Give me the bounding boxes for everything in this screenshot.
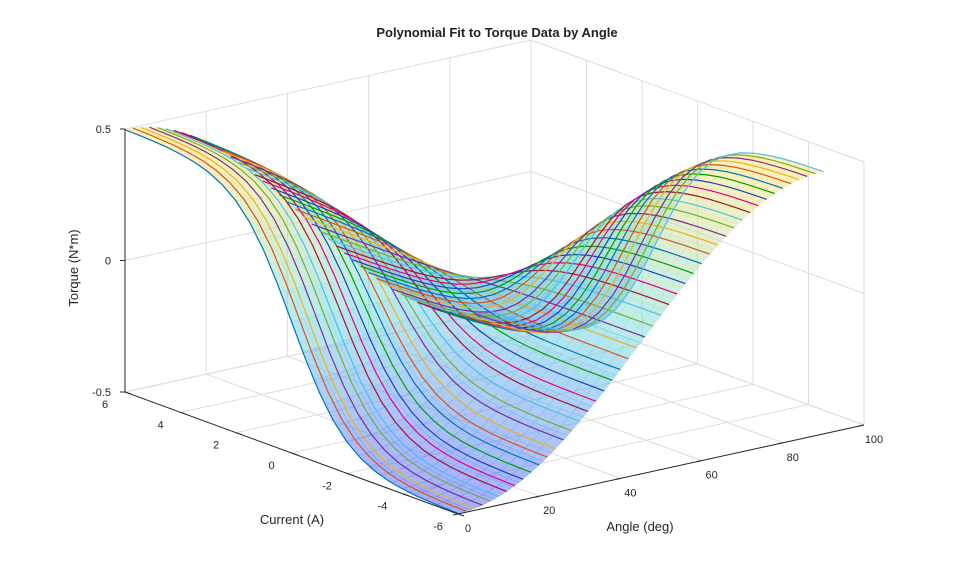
data-line [490,152,824,331]
data-line [482,154,816,333]
chart-title: Polynomial Fit to Torque Data by Angle [376,25,617,40]
y-tick-mark [457,513,465,517]
y-axis-label: Current (A) [260,512,324,527]
y-tick-mark [180,411,187,415]
y-tick-label: -2 [322,480,332,492]
data-lines-layer [124,126,824,514]
data-line [368,237,702,300]
x-axis-label: Angle (deg) [606,519,673,534]
data-line [149,126,483,506]
data-line [222,151,556,450]
data-line [238,161,572,432]
data-line [270,187,605,392]
data-line [132,127,467,512]
data-line [360,245,694,294]
x-tick-mark [858,424,865,427]
z-tick-label: -0.5 [92,387,111,399]
data-line [287,201,621,371]
data-line [376,228,710,304]
data-line [124,129,459,514]
z-tick-label: 0 [105,256,111,268]
data-line [449,168,783,333]
data-line [465,160,800,334]
data-line [246,167,581,422]
y-tick-mark [346,472,354,476]
y-tick-mark [402,493,409,497]
x-tick-label: 60 [705,470,717,482]
data-line [400,205,735,317]
x-tick-mark [452,513,459,516]
x-tick-label: 20 [543,505,555,517]
y-tick-mark [124,391,132,395]
z-tick-label: 0.5 [96,124,111,136]
data-line [474,156,808,333]
x-tick-mark [696,460,702,463]
data-line [457,163,792,334]
x-tick-label: 40 [624,487,636,499]
data-line [335,245,670,306]
grid-line-side-z [530,39,865,163]
data-line [165,128,499,498]
axes-layer: 0 20 40 60 80 100 -6 -4 -2 0 2 4 6-0.5 0 0.5 [92,124,883,535]
x-tick-label: 0 [465,523,471,535]
x-tick-label: 100 [865,434,883,446]
data-line [262,180,597,402]
y-tick-mark [235,432,243,436]
data-line [157,127,491,502]
data-line [303,216,637,349]
y-tick-label: -4 [378,501,388,513]
data-line [384,220,718,309]
y-tick-label: -6 [433,521,443,533]
y-tick-label: 0 [268,460,274,472]
x-tick-mark [534,495,540,498]
x-tick-mark [615,477,621,480]
grid-line-back-z [124,39,532,130]
x-tick-mark [777,442,783,445]
y-tick-label: 6 [102,399,108,411]
data-line [392,212,727,313]
x-tick-label: 80 [787,452,799,464]
y-tick-label: 2 [213,440,219,452]
y-tick-label: 4 [157,419,163,431]
data-line [214,146,548,458]
data-line [230,156,564,441]
z-axis-label: Torque (N*m) [66,229,81,306]
data-line [140,126,475,510]
y-tick-mark [291,452,298,456]
data-line [344,252,678,295]
x-axis-line [457,424,865,515]
data-line [311,223,646,338]
